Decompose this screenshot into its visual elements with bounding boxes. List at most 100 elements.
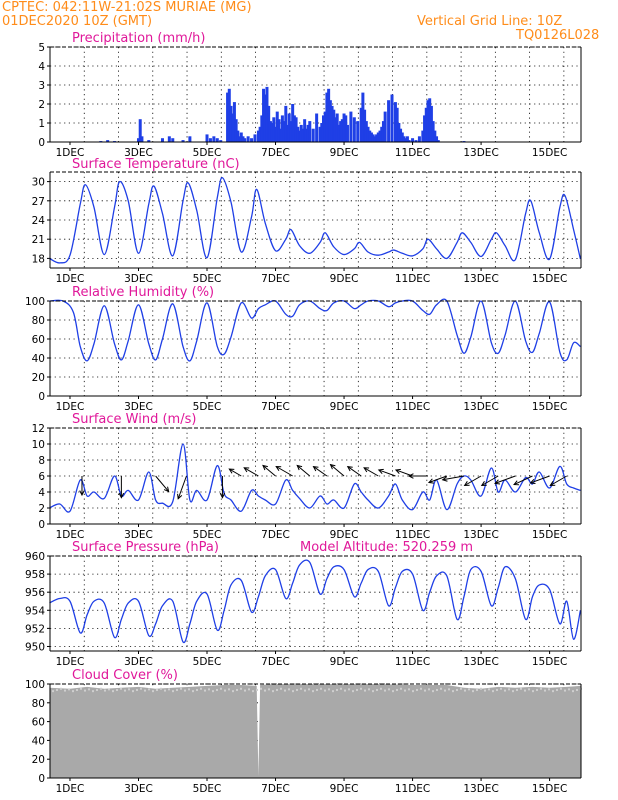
precip-bar: [393, 102, 397, 142]
precip-bar: [405, 136, 409, 142]
x-tick-label: 11DEC: [395, 656, 430, 668]
y-tick-label: 18: [32, 253, 45, 265]
cloud-top-speck: [248, 688, 250, 691]
wind-arrow: [228, 468, 242, 477]
cloud-top-speck: [412, 690, 414, 693]
wind-arrow-head: [480, 481, 487, 487]
precip-bar: [138, 119, 142, 142]
cloud-top-speck: [280, 687, 282, 690]
precip-bar: [333, 117, 337, 142]
precip-bar: [340, 119, 344, 142]
wind-arrow-head: [463, 481, 470, 487]
cloud-top-speck: [192, 690, 194, 693]
y-tick-label: 960: [25, 551, 45, 563]
cloud-top-speck: [64, 689, 66, 692]
wind-arrow-head: [529, 478, 536, 485]
y-tick-label: 0: [38, 137, 45, 149]
cloud-top-speck: [96, 688, 98, 691]
precip-bar: [272, 117, 276, 142]
wind-arrow-shaft: [296, 465, 311, 477]
wind-arrow-shaft: [395, 469, 413, 477]
header-grid-line: Vertical Grid Line: 10Z: [417, 14, 563, 29]
cloud-top-speck: [148, 688, 150, 691]
precip-bar: [298, 130, 302, 142]
cloud-top-speck: [536, 688, 538, 691]
cloud-top-speck: [304, 689, 306, 692]
x-tick-label: 11DEC: [395, 529, 430, 541]
cloud-top-speck: [80, 687, 82, 690]
x-tick-label: 3DEC: [124, 147, 153, 159]
cloud-top-speck: [376, 688, 378, 691]
precip-bar: [226, 92, 230, 142]
wind-arrow: [329, 463, 345, 477]
cloud-top-speck: [576, 688, 578, 691]
y-tick-label: 4: [38, 487, 45, 499]
cloud-top-speck: [344, 689, 346, 692]
precip-bar: [373, 136, 377, 142]
cloud-top-speck: [464, 689, 466, 692]
wind-arrow-head: [407, 473, 414, 479]
wind-arrow: [346, 465, 362, 477]
precip-bar: [282, 121, 286, 142]
header-station: CPTEC: 042:11W-21:02S MURIAE (MG): [2, 0, 252, 15]
precip-bar: [435, 136, 439, 142]
precip-bar: [287, 113, 291, 142]
x-tick-label: 1DEC: [56, 147, 85, 159]
wind-arrow-shaft: [347, 466, 362, 477]
wind-arrow: [79, 476, 85, 497]
precip-bar: [294, 117, 298, 142]
cloud-top-speck: [188, 688, 190, 691]
wind-arrow-head: [118, 492, 125, 499]
cloud-top-speck: [224, 689, 226, 692]
cloud-top-speck: [392, 690, 394, 693]
x-tick-label: 9DEC: [330, 529, 359, 541]
cloud-top-speck: [288, 688, 290, 691]
precip-bar: [231, 113, 235, 142]
cloud-top-speck: [296, 688, 298, 691]
precip-bar: [345, 124, 349, 142]
y-tick-label: 20: [32, 372, 45, 384]
x-tick-label: 11DEC: [395, 401, 430, 413]
precip-bar: [239, 132, 243, 142]
precip-bar: [227, 88, 231, 142]
wind-arrow-head: [494, 479, 501, 485]
precip-bar: [262, 88, 266, 142]
wind-arrow-head: [427, 478, 434, 484]
precip-bar: [337, 124, 341, 142]
x-tick-label: 9DEC: [330, 273, 359, 285]
cloud-top-speck: [312, 690, 314, 693]
precip-bar: [328, 100, 332, 142]
x-tick-label: 13DEC: [463, 147, 498, 159]
wind-arrow: [219, 476, 226, 499]
cloud-top-speck: [104, 689, 106, 692]
precip-bar: [215, 138, 219, 142]
cloud-top-speck: [220, 687, 222, 690]
y-tick-label: 6: [38, 471, 45, 483]
precip-bar: [106, 140, 110, 142]
wind-arrow-head: [377, 468, 384, 474]
cloud-top-speck: [436, 688, 438, 691]
precip-bar: [268, 121, 272, 142]
x-tick-label: 1DEC: [56, 273, 85, 285]
wind-arrow-head: [228, 468, 235, 474]
cloud-top-speck: [472, 690, 474, 693]
wind-title: Surface Wind (m/s): [72, 412, 196, 427]
wind-arrow-shaft: [494, 475, 516, 484]
precip-bar: [208, 138, 212, 142]
precip-bar: [320, 123, 324, 142]
wind-arrow-head: [177, 493, 183, 500]
wind-arrow-shaft: [378, 469, 396, 477]
cloud-top-speck: [568, 688, 570, 691]
y-tick-label: 950: [25, 641, 45, 653]
precip-bar: [424, 107, 428, 142]
cloud-top-speck: [400, 687, 402, 690]
cloud-top-speck: [164, 689, 166, 692]
wind-arrow: [243, 467, 259, 477]
cloud-top-speck: [88, 688, 90, 691]
cloud-top-speck: [420, 687, 422, 690]
precip-bar: [311, 128, 315, 142]
precip-bar: [364, 121, 368, 142]
wind-arrow-head: [329, 463, 336, 470]
precip-bar: [325, 92, 329, 142]
wind-arrow-shaft: [428, 475, 447, 483]
